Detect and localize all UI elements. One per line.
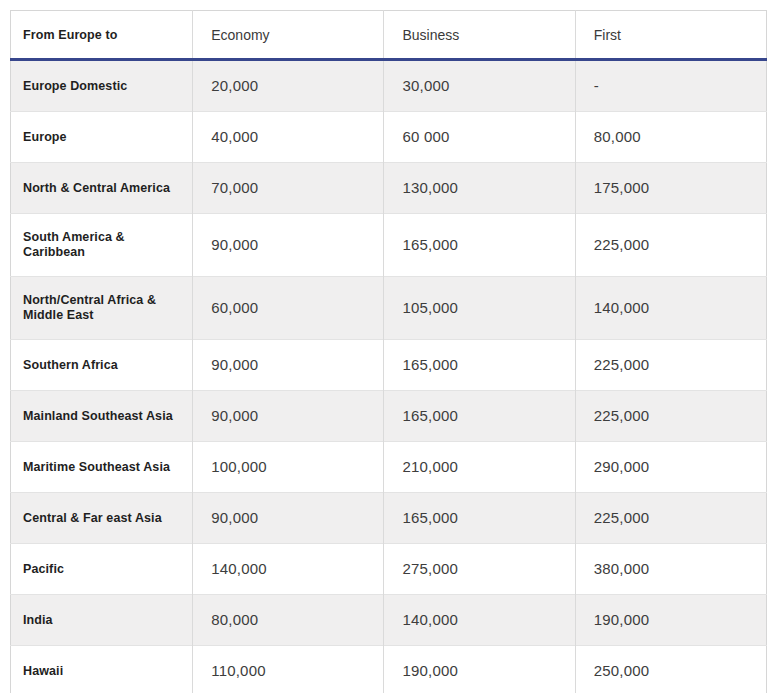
table-row: Central & Far east Asia90,000165,000225,…: [11, 493, 767, 544]
miles-value-first: 190,000: [575, 595, 766, 646]
miles-value-business: 165,000: [384, 340, 575, 391]
miles-value-business: 165,000: [384, 391, 575, 442]
table-row: South America & Caribbean90,000165,00022…: [11, 214, 767, 277]
miles-value-first: 290,000: [575, 442, 766, 493]
table-row: Europe Domestic20,00030,000-: [11, 60, 767, 112]
column-header-business: Business: [384, 11, 575, 60]
region-label: North & Central America: [11, 163, 193, 214]
region-label: Mainland Southeast Asia: [11, 391, 193, 442]
miles-value-economy: 20,000: [193, 60, 384, 112]
award-miles-table: From Europe to Economy Business First Eu…: [10, 10, 767, 693]
region-label: North/Central Africa & Middle East: [11, 277, 193, 340]
miles-value-economy: 140,000: [193, 544, 384, 595]
miles-value-economy: 90,000: [193, 340, 384, 391]
miles-value-economy: 100,000: [193, 442, 384, 493]
table-row: Hawaii110,000190,000250,000: [11, 646, 767, 693]
table-row: North/Central Africa & Middle East60,000…: [11, 277, 767, 340]
miles-value-business: 140,000: [384, 595, 575, 646]
miles-value-economy: 60,000: [193, 277, 384, 340]
region-label: Pacific: [11, 544, 193, 595]
region-label: Southern Africa: [11, 340, 193, 391]
region-label: South America & Caribbean: [11, 214, 193, 277]
region-label: India: [11, 595, 193, 646]
miles-value-economy: 90,000: [193, 214, 384, 277]
column-header-first: First: [575, 11, 766, 60]
miles-value-economy: 80,000: [193, 595, 384, 646]
miles-value-first: 250,000: [575, 646, 766, 693]
table-row: India80,000140,000190,000: [11, 595, 767, 646]
miles-value-business: 130,000: [384, 163, 575, 214]
region-label: Maritime Southeast Asia: [11, 442, 193, 493]
miles-value-first: 175,000: [575, 163, 766, 214]
miles-value-first: 225,000: [575, 391, 766, 442]
miles-value-business: 105,000: [384, 277, 575, 340]
table-row: Mainland Southeast Asia90,000165,000225,…: [11, 391, 767, 442]
miles-value-business: 275,000: [384, 544, 575, 595]
miles-value-economy: 70,000: [193, 163, 384, 214]
table-row: Pacific140,000275,000380,000: [11, 544, 767, 595]
miles-value-first: 225,000: [575, 493, 766, 544]
region-label: Central & Far east Asia: [11, 493, 193, 544]
miles-value-first: 140,000: [575, 277, 766, 340]
miles-value-business: 60 000: [384, 112, 575, 163]
page: From Europe to Economy Business First Eu…: [0, 0, 777, 693]
miles-value-economy: 90,000: [193, 493, 384, 544]
table-body: Europe Domestic20,00030,000-Europe40,000…: [11, 60, 767, 693]
miles-value-first: 80,000: [575, 112, 766, 163]
miles-value-economy: 40,000: [193, 112, 384, 163]
miles-value-first: 225,000: [575, 340, 766, 391]
miles-value-business: 165,000: [384, 214, 575, 277]
column-header-from-europe-to: From Europe to: [11, 11, 193, 60]
table-row: North & Central America70,000130,000175,…: [11, 163, 767, 214]
miles-value-business: 210,000: [384, 442, 575, 493]
miles-value-first: 225,000: [575, 214, 766, 277]
miles-value-business: 30,000: [384, 60, 575, 112]
miles-value-business: 190,000: [384, 646, 575, 693]
region-label: Europe: [11, 112, 193, 163]
miles-value-economy: 90,000: [193, 391, 384, 442]
table-row: Southern Africa90,000165,000225,000: [11, 340, 767, 391]
region-label: Hawaii: [11, 646, 193, 693]
header-row: From Europe to Economy Business First: [11, 11, 767, 60]
miles-value-first: 380,000: [575, 544, 766, 595]
miles-value-economy: 110,000: [193, 646, 384, 693]
region-label: Europe Domestic: [11, 60, 193, 112]
miles-value-business: 165,000: [384, 493, 575, 544]
miles-value-first: -: [575, 60, 766, 112]
table-row: Europe40,00060 00080,000: [11, 112, 767, 163]
table-row: Maritime Southeast Asia100,000210,000290…: [11, 442, 767, 493]
column-header-economy: Economy: [193, 11, 384, 60]
table-header: From Europe to Economy Business First: [11, 11, 767, 60]
